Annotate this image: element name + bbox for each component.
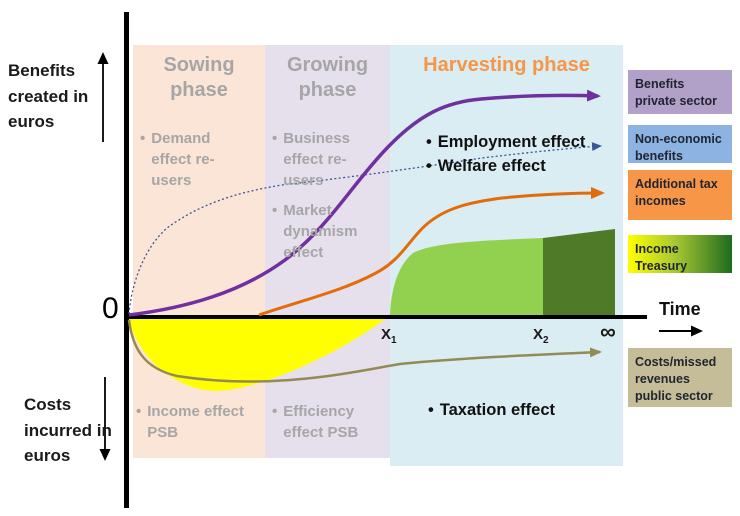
sowing-phase-band: [133, 45, 265, 458]
non-economic-benefits-curve: [128, 142, 602, 315]
bullet-label: Efficiency effect PSB: [283, 403, 359, 441]
harvesting-bullet-welfare-effect: • Welfare effect: [426, 156, 596, 177]
growing-phase-title: Growing phase: [286, 54, 369, 101]
x2-tick-label: X2: [533, 326, 549, 346]
bullet-icon: •: [140, 130, 146, 147]
y-axis-benefits-label: Benefits created in euros: [8, 61, 89, 131]
x1-tick-label: X1: [381, 326, 397, 346]
growing-bullet-efficiency-effect-psb: • Efficiency effect PSB: [272, 401, 367, 443]
x-axis-line: [128, 315, 647, 319]
bullet-icon: •: [272, 403, 278, 420]
growing-bullet-market-dynamism: • Market dynamism effect: [272, 200, 372, 263]
bullet-label: Welfare effect: [437, 157, 546, 175]
bullet-label: Income effect PSB: [147, 403, 244, 441]
harvesting-phase-title: Harvesting phase: [423, 54, 590, 76]
costs-missed-revenues-curve: [127, 319, 602, 383]
bullet-label: Market dynamism effect: [283, 202, 358, 261]
growing-bullet-business-effect: • Business effect re-users: [272, 128, 372, 191]
infinity-tick-label: ∞: [600, 319, 616, 344]
y-axis-line: [124, 12, 129, 508]
legend-non-economic-benefits: Non-economic benefits: [628, 125, 732, 163]
legend-benefits-private-sector: Benefits private sector: [628, 70, 732, 114]
legend-income-treasury: Income Treasury: [628, 235, 732, 273]
y-axis-costs-label: Costs incurred in euros: [24, 395, 112, 465]
legend-costs-missed-revenues: Costs/missed revenues public sector: [628, 348, 732, 407]
growing-phase-band: [265, 45, 390, 458]
benefits-private-sector-curve: [128, 89, 601, 317]
origin-zero-label: 0: [102, 292, 119, 325]
bullet-icon: •: [272, 130, 278, 147]
sowing-phase-title: Sowing phase: [163, 54, 235, 101]
costs-area-yellow: [128, 317, 388, 391]
sowing-bullet-income-effect-psb: • Income effect PSB: [136, 401, 252, 443]
income-treasury-dark-green-area: [543, 229, 615, 315]
bullet-label: Employment effect: [437, 133, 586, 151]
additional-tax-incomes-curve: [258, 187, 605, 317]
bullet-icon: •: [272, 202, 278, 219]
bullet-icon: •: [426, 133, 432, 151]
bullet-label: Demand effect re-users: [151, 130, 215, 189]
bullet-label: Business effect re-users: [283, 130, 350, 189]
bullet-icon: •: [426, 157, 432, 175]
sowing-bullet-demand-effect: • Demand effect re-users: [140, 128, 236, 191]
x-axis-time-label: Time: [659, 299, 701, 319]
bullet-icon: •: [136, 403, 142, 420]
harvesting-bullet-employment-effect: • Employment effect: [426, 132, 596, 153]
bullet-label: Taxation effect: [439, 401, 555, 419]
legend-additional-tax-incomes: Additional tax incomes: [628, 170, 732, 220]
harvesting-bullet-taxation-effect: • Taxation effect: [428, 400, 578, 421]
income-treasury-light-green-area: [390, 238, 543, 315]
bullet-icon: •: [428, 401, 434, 419]
